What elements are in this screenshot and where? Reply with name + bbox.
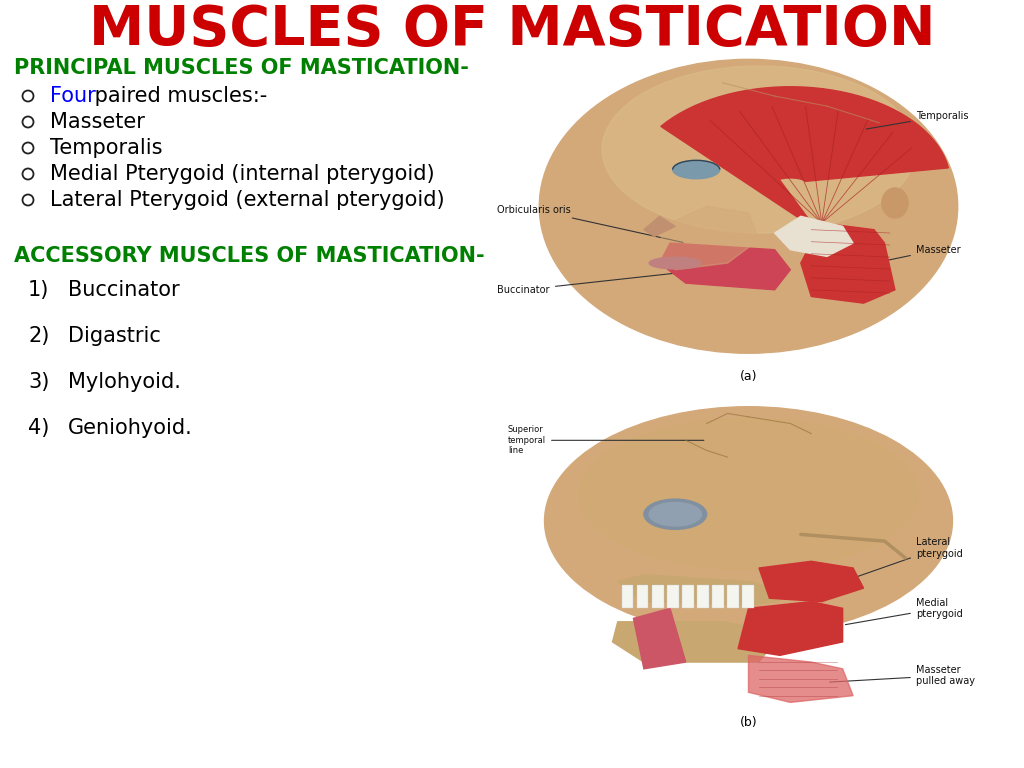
- Polygon shape: [654, 207, 759, 270]
- Text: Masseter
pulled away: Masseter pulled away: [829, 665, 975, 687]
- Bar: [652, 584, 664, 608]
- Bar: [682, 584, 693, 608]
- Text: Superior
temporal
line: Superior temporal line: [508, 425, 703, 455]
- Text: MUSCLES OF MASTICATION: MUSCLES OF MASTICATION: [89, 3, 935, 57]
- Polygon shape: [759, 561, 863, 601]
- Bar: [712, 584, 724, 608]
- Text: Temporalis: Temporalis: [50, 138, 163, 158]
- Text: 1): 1): [28, 280, 49, 300]
- Ellipse shape: [540, 59, 957, 353]
- Text: (b): (b): [739, 717, 758, 730]
- Ellipse shape: [545, 407, 952, 635]
- Polygon shape: [644, 217, 675, 237]
- Text: 3): 3): [28, 372, 49, 392]
- Text: 4): 4): [28, 418, 49, 438]
- Text: Lateral
pterygoid: Lateral pterygoid: [856, 537, 963, 578]
- Polygon shape: [659, 243, 791, 290]
- Text: Masseter: Masseter: [50, 112, 144, 132]
- Ellipse shape: [644, 499, 707, 529]
- Text: (a): (a): [739, 370, 758, 383]
- Text: PRINCIPAL MUSCLES OF MASTICATION-: PRINCIPAL MUSCLES OF MASTICATION-: [14, 58, 469, 78]
- Text: Temporalis: Temporalis: [866, 111, 969, 129]
- Text: Medial Pterygoid (internal pterygoid): Medial Pterygoid (internal pterygoid): [50, 164, 434, 184]
- Ellipse shape: [649, 257, 701, 269]
- Ellipse shape: [579, 419, 919, 570]
- Bar: [622, 584, 634, 608]
- Text: Buccinator: Buccinator: [68, 280, 179, 300]
- Text: ACCESSORY MUSCLES OF MASTICATION-: ACCESSORY MUSCLES OF MASTICATION-: [14, 246, 484, 266]
- Polygon shape: [612, 622, 774, 662]
- Text: Four: Four: [50, 86, 96, 106]
- Bar: [697, 584, 709, 608]
- Polygon shape: [617, 574, 780, 605]
- Text: Geniohyoid.: Geniohyoid.: [68, 418, 193, 438]
- Polygon shape: [634, 608, 686, 669]
- Ellipse shape: [602, 66, 915, 233]
- Text: Lateral Pterygoid (external pterygoid): Lateral Pterygoid (external pterygoid): [50, 190, 444, 210]
- Text: 2): 2): [28, 326, 49, 346]
- Polygon shape: [749, 655, 853, 703]
- Bar: [637, 584, 648, 608]
- Ellipse shape: [882, 188, 908, 218]
- Ellipse shape: [649, 502, 701, 526]
- Polygon shape: [801, 223, 895, 303]
- Text: Digastric: Digastric: [68, 326, 161, 346]
- Bar: [742, 584, 754, 608]
- Polygon shape: [774, 217, 853, 257]
- Ellipse shape: [673, 161, 720, 179]
- Polygon shape: [660, 87, 948, 230]
- Text: Medial
pterygoid: Medial pterygoid: [846, 598, 963, 624]
- Text: Orbicularis oris: Orbicularis oris: [498, 204, 683, 243]
- Bar: [727, 584, 738, 608]
- Text: Masseter: Masseter: [877, 245, 961, 263]
- Polygon shape: [738, 601, 843, 655]
- Text: Mylohyoid.: Mylohyoid.: [68, 372, 181, 392]
- Bar: [667, 584, 679, 608]
- Text: Buccinator: Buccinator: [498, 270, 703, 295]
- Text: paired muscles:-: paired muscles:-: [88, 86, 267, 106]
